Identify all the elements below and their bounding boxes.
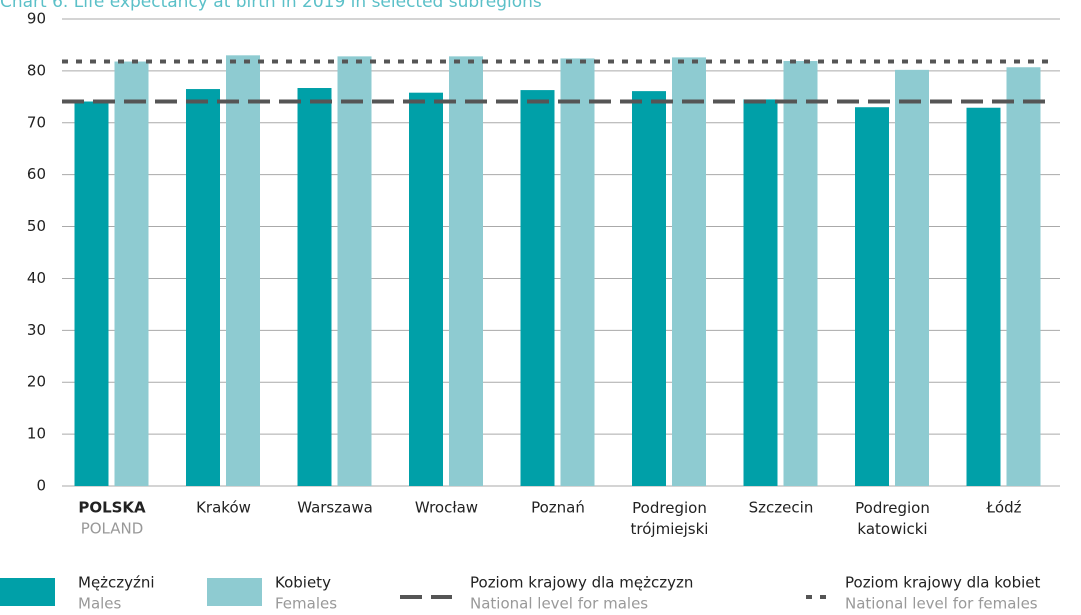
bar xyxy=(672,57,706,487)
x-tick-label: POLSKA xyxy=(78,499,146,517)
x-tick-label: Podregion trójmiejski xyxy=(631,499,709,538)
bar xyxy=(226,55,260,486)
x-tick-label: Poznań xyxy=(531,499,585,517)
x-tick-sublabel: POLAND xyxy=(81,520,144,538)
y-tick-label: 10 xyxy=(27,425,46,443)
legend-swatch xyxy=(0,578,55,606)
x-tick-label: Warszawa xyxy=(297,499,373,517)
legend-label: Kobiety xyxy=(275,574,331,592)
y-tick-label: 90 xyxy=(27,10,46,28)
bar xyxy=(1006,67,1041,487)
bar xyxy=(337,56,372,487)
bar xyxy=(743,99,778,486)
bar xyxy=(74,101,109,487)
legend-label-en: National level for females xyxy=(845,595,1038,613)
bar xyxy=(449,56,483,487)
bar xyxy=(409,92,443,486)
bar xyxy=(783,61,818,486)
x-tick-label: Szczecin xyxy=(749,499,814,517)
x-tick-label: Łódź xyxy=(985,499,1021,517)
y-tick-label: 0 xyxy=(36,477,46,495)
y-tick-label: 40 xyxy=(27,269,46,287)
legend-label: Poziom krajowy dla mężczyzn xyxy=(470,574,693,592)
y-tick-label: 70 xyxy=(27,113,46,131)
bar xyxy=(114,61,149,486)
y-tick-label: 20 xyxy=(27,373,46,391)
bar xyxy=(895,69,929,487)
chart-title: Chart 6. Life expectancy at birth in 201… xyxy=(0,0,542,12)
bar xyxy=(186,89,220,487)
bar xyxy=(632,91,666,487)
y-tick-label: 80 xyxy=(27,61,46,79)
legend-label-en: Males xyxy=(78,595,122,613)
y-tick-label: 50 xyxy=(27,217,46,235)
legend-swatch xyxy=(207,578,262,606)
x-tick-label: Podregion katowicki xyxy=(855,499,930,538)
bar xyxy=(297,88,332,487)
legend-label-en: National level for males xyxy=(470,595,648,613)
legend-label-en: Females xyxy=(275,595,337,613)
legend-label: Mężczyźni xyxy=(78,574,155,592)
bar xyxy=(855,107,889,486)
bar xyxy=(520,90,555,487)
y-tick-label: 60 xyxy=(27,165,46,183)
x-tick-label: Kraków xyxy=(196,499,251,517)
x-tick-label: Wrocław xyxy=(415,499,478,517)
y-tick-label: 30 xyxy=(27,321,46,339)
bar xyxy=(560,58,595,487)
bar xyxy=(966,107,1001,486)
legend-label: Poziom krajowy dla kobiet xyxy=(845,574,1040,592)
